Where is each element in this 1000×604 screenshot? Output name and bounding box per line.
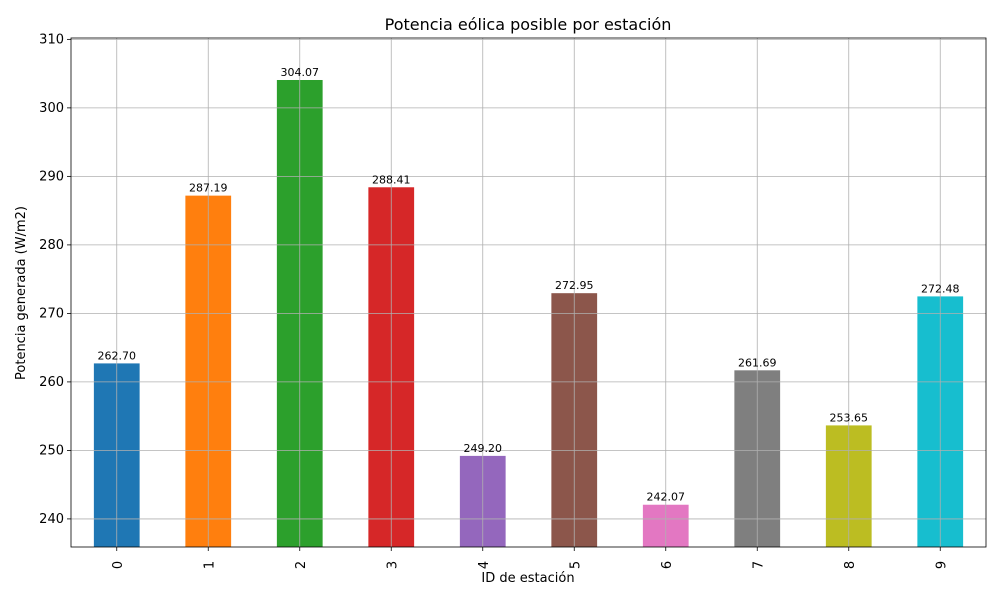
x-axis-label: ID de estación: [481, 571, 574, 586]
x-tick-label: 6: [660, 561, 675, 569]
data-label-1: 287.19: [189, 182, 228, 195]
data-labels-group: 262.70 287.19 304.07 288.41 249.20 272.95 242.…: [98, 66, 960, 504]
data-label-2: 304.07: [281, 66, 320, 79]
x-tick-label: 5: [568, 561, 583, 569]
y-axis-label: Potencia generada (W/m2): [14, 206, 29, 380]
x-tick-label: 7: [751, 561, 766, 569]
data-label-8: 253.65: [830, 411, 869, 424]
x-tick-label: 0: [111, 561, 126, 569]
y-tick-label: 240: [39, 512, 64, 527]
ticks-group: 240 250 260 270 280 290 300 310 0 1 2 3 4 5 6 7 8 9: [39, 32, 987, 569]
x-tick-label: 1: [202, 561, 217, 569]
data-label-0: 262.70: [98, 349, 137, 362]
x-tick-label: 3: [385, 561, 400, 569]
y-tick-label: 280: [39, 238, 64, 253]
x-tick-label: 4: [477, 561, 492, 569]
chart-title: Potencia eólica posible por estación: [385, 15, 672, 34]
data-label-6: 242.07: [647, 491, 686, 504]
y-tick-label: 270: [39, 306, 64, 321]
axes-frame: [70, 37, 987, 548]
y-tick-label: 290: [39, 169, 64, 184]
x-tick-label: 8: [843, 561, 858, 569]
data-label-4: 249.20: [464, 442, 503, 455]
data-label-5: 272.95: [555, 279, 594, 292]
x-tick-label: 9: [934, 561, 949, 569]
y-tick-label: 260: [39, 375, 64, 390]
grid-group: [71, 38, 986, 547]
y-tick-label: 300: [39, 101, 64, 116]
x-tick-label: 2: [294, 561, 309, 569]
y-tick-label: 250: [39, 443, 64, 458]
data-label-3: 288.41: [372, 173, 411, 186]
data-label-7: 261.69: [738, 356, 777, 369]
y-tick-label: 310: [39, 32, 64, 47]
data-label-9: 272.48: [921, 282, 960, 295]
